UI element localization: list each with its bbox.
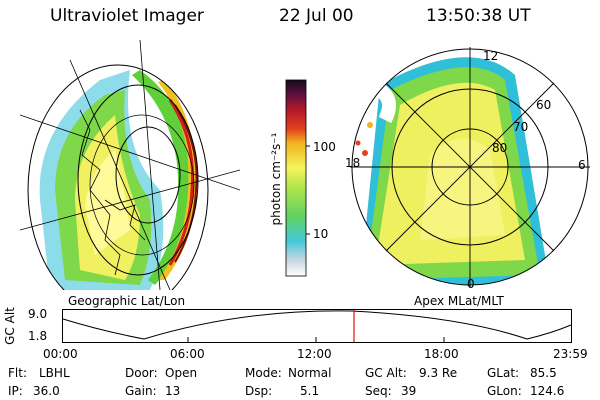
mlt-label-6: 6: [578, 158, 586, 172]
instrument-title: Ultraviolet Imager: [50, 6, 204, 26]
observation-time: 13:50:38 UT: [426, 6, 531, 26]
altitude-tick-9: 9.0: [28, 307, 48, 321]
seq-label: Seq:: [365, 384, 392, 398]
ip-value: 36.0: [33, 384, 60, 398]
colorbar-tick-10: 10: [313, 227, 329, 241]
altitude-plot: [62, 309, 572, 343]
colorbar-unit-label: photon cm⁻²s⁻¹: [269, 132, 283, 226]
time-tick-0000: 00:00: [43, 347, 78, 361]
geographic-map-label: Geographic Lat/Lon: [68, 294, 186, 308]
time-tick-1800: 18:00: [424, 347, 459, 361]
mlat-label-70: 70: [513, 120, 529, 134]
altitude-axis-label: GC Alt: [3, 307, 17, 345]
dsp-label: Dsp:: [245, 384, 273, 398]
colorbar-tick-100: 100: [313, 140, 336, 154]
door-value: Open: [165, 366, 198, 380]
glon-value: 124.6: [530, 384, 565, 398]
mode-value: Normal: [288, 366, 332, 380]
seq-value: 39: [401, 384, 417, 398]
gc-alt-value: 9.3 Re: [419, 366, 458, 380]
apex-map-label: Apex MLat/MLT: [414, 294, 504, 308]
gc-alt-label: GC Alt:: [365, 366, 407, 380]
altitude-tick-1-8: 1.8: [28, 329, 48, 343]
mlt-label-0: 0: [467, 277, 475, 291]
door-label: Door:: [125, 366, 158, 380]
mode-label: Mode:: [245, 366, 282, 380]
ip-label: IP:: [8, 384, 23, 398]
time-tick-1200: 12:00: [297, 347, 332, 361]
observation-date: 22 Jul 00: [279, 6, 354, 26]
glat-label: GLat:: [487, 366, 520, 380]
mlat-label-80: 80: [492, 141, 508, 155]
filter-value: LBHL: [39, 366, 70, 380]
geographic-auroral-image: [20, 40, 240, 290]
altitude-curve: [62, 310, 572, 340]
time-tick-2359: 23:59: [553, 347, 588, 361]
glat-value: 85.5: [530, 366, 557, 380]
mlat-label-60: 60: [536, 98, 552, 112]
time-tick-0600: 06:00: [170, 347, 205, 361]
glon-label: GLon:: [487, 384, 522, 398]
filter-label: Flt:: [8, 366, 27, 380]
mlt-label-18: 18: [345, 156, 361, 170]
intensity-colorbar: [285, 79, 310, 277]
magnetic-polar-image: [350, 47, 590, 287]
gain-label: Gain:: [125, 384, 157, 398]
dsp-value: 5.1: [300, 384, 320, 398]
gain-value: 13: [165, 384, 181, 398]
mlt-label-12: 12: [483, 49, 499, 63]
